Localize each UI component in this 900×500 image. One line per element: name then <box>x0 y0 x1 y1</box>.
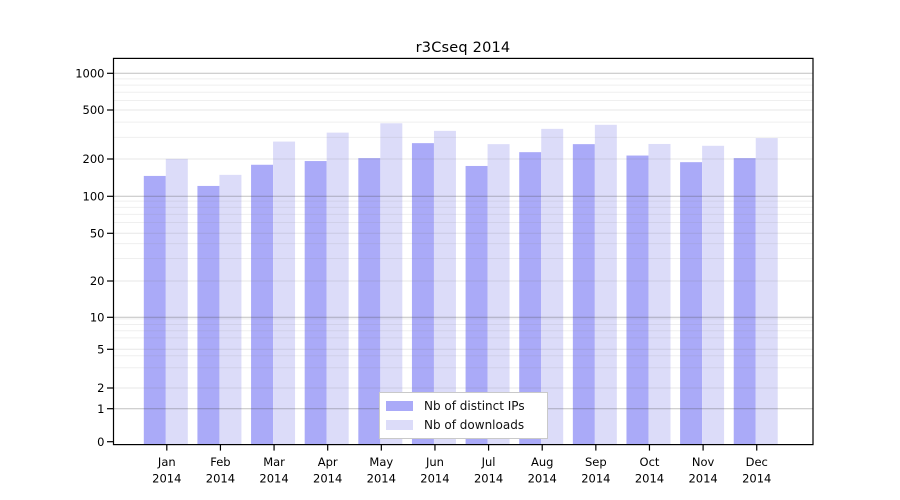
x-tick-label-month: Sep <box>585 455 607 469</box>
y-tick-label: 500 <box>83 103 105 117</box>
y-tick-label: 1000 <box>75 67 104 81</box>
bar-downloads-jun <box>433 130 456 445</box>
y-tick-label: 20 <box>90 274 105 288</box>
legend-swatch-distinct-ips <box>386 400 413 411</box>
legend-item-downloads: Nb of downloads <box>386 418 547 432</box>
x-tick-label-year: 2014 <box>688 472 717 486</box>
x-tick-label-month: Apr <box>318 455 338 469</box>
bar-distinct-ips-jul <box>465 165 488 445</box>
bar-downloads-feb <box>219 174 242 445</box>
x-tick-label-year: 2014 <box>581 472 610 486</box>
bar-downloads-mar <box>273 141 296 445</box>
bar-downloads-jul <box>487 144 510 445</box>
x-tick-label-month: Oct <box>640 455 660 469</box>
y-tick-label: 5 <box>97 343 104 357</box>
legend-label-downloads: Nb of downloads <box>424 418 525 433</box>
y-tick-label: 200 <box>83 152 105 166</box>
y-tick-label: 50 <box>90 227 105 241</box>
bar-downloads-dec <box>755 138 778 445</box>
x-tick-label-month: Aug <box>531 455 553 469</box>
x-tick-label-year: 2014 <box>259 472 288 486</box>
y-tick-label: 10 <box>90 311 105 325</box>
legend-label-distinct-ips: Nb of distinct IPs <box>424 398 525 413</box>
x-tick-label-year: 2014 <box>635 472 664 486</box>
bar-distinct-ips-may <box>358 158 381 445</box>
bar-distinct-ips-jun <box>411 143 434 445</box>
y-tick-label: 0 <box>97 435 104 449</box>
x-tick-label-month: Mar <box>263 455 285 469</box>
x-tick-label-year: 2014 <box>152 472 181 486</box>
bar-distinct-ips-sep <box>572 144 595 445</box>
plot-frame <box>112 57 814 446</box>
x-tick-label-month: May <box>369 455 393 469</box>
bar-downloads-may <box>380 123 403 445</box>
y-tick-label: 100 <box>83 190 105 204</box>
x-tick-label-year: 2014 <box>420 472 449 486</box>
legend: Nb of distinct IPs Nb of downloads <box>379 392 548 439</box>
bar-distinct-ips-jan <box>143 175 166 445</box>
y-tick-label: 2 <box>97 381 104 395</box>
bar-downloads-oct <box>648 143 671 445</box>
x-tick-label-year: 2014 <box>474 472 503 486</box>
bar-distinct-ips-feb <box>197 185 220 445</box>
x-tick-label-year: 2014 <box>206 472 235 486</box>
legend-item-distinct-ips: Nb of distinct IPs <box>386 399 547 413</box>
bar-distinct-ips-oct <box>626 155 649 445</box>
chart-title: r3Cseq 2014 <box>415 40 511 56</box>
x-tick-label-year: 2014 <box>528 472 557 486</box>
bar-distinct-ips-mar <box>251 164 274 445</box>
bar-downloads-sep <box>594 124 617 445</box>
x-tick-label-month: Feb <box>210 455 230 469</box>
bar-distinct-ips-dec <box>733 158 756 445</box>
x-tick-label-year: 2014 <box>367 472 396 486</box>
bar-downloads-aug <box>541 128 564 445</box>
y-tick-label: 1 <box>97 402 104 416</box>
x-tick-label-month: Jan <box>157 455 176 469</box>
bar-downloads-apr <box>326 132 349 445</box>
x-tick-label-month: Jul <box>481 455 496 469</box>
bar-distinct-ips-nov <box>680 162 703 445</box>
bar-downloads-nov <box>702 145 725 445</box>
bar-downloads-jan <box>165 158 188 445</box>
legend-swatch-downloads <box>386 420 413 431</box>
x-tick-label-month: Nov <box>692 455 715 469</box>
x-tick-label-year: 2014 <box>313 472 342 486</box>
x-tick-label-month: Jun <box>425 455 444 469</box>
bar-distinct-ips-apr <box>304 161 327 445</box>
x-tick-label-month: Dec <box>746 455 768 469</box>
bar-distinct-ips-aug <box>519 152 542 445</box>
x-tick-label-year: 2014 <box>742 472 771 486</box>
